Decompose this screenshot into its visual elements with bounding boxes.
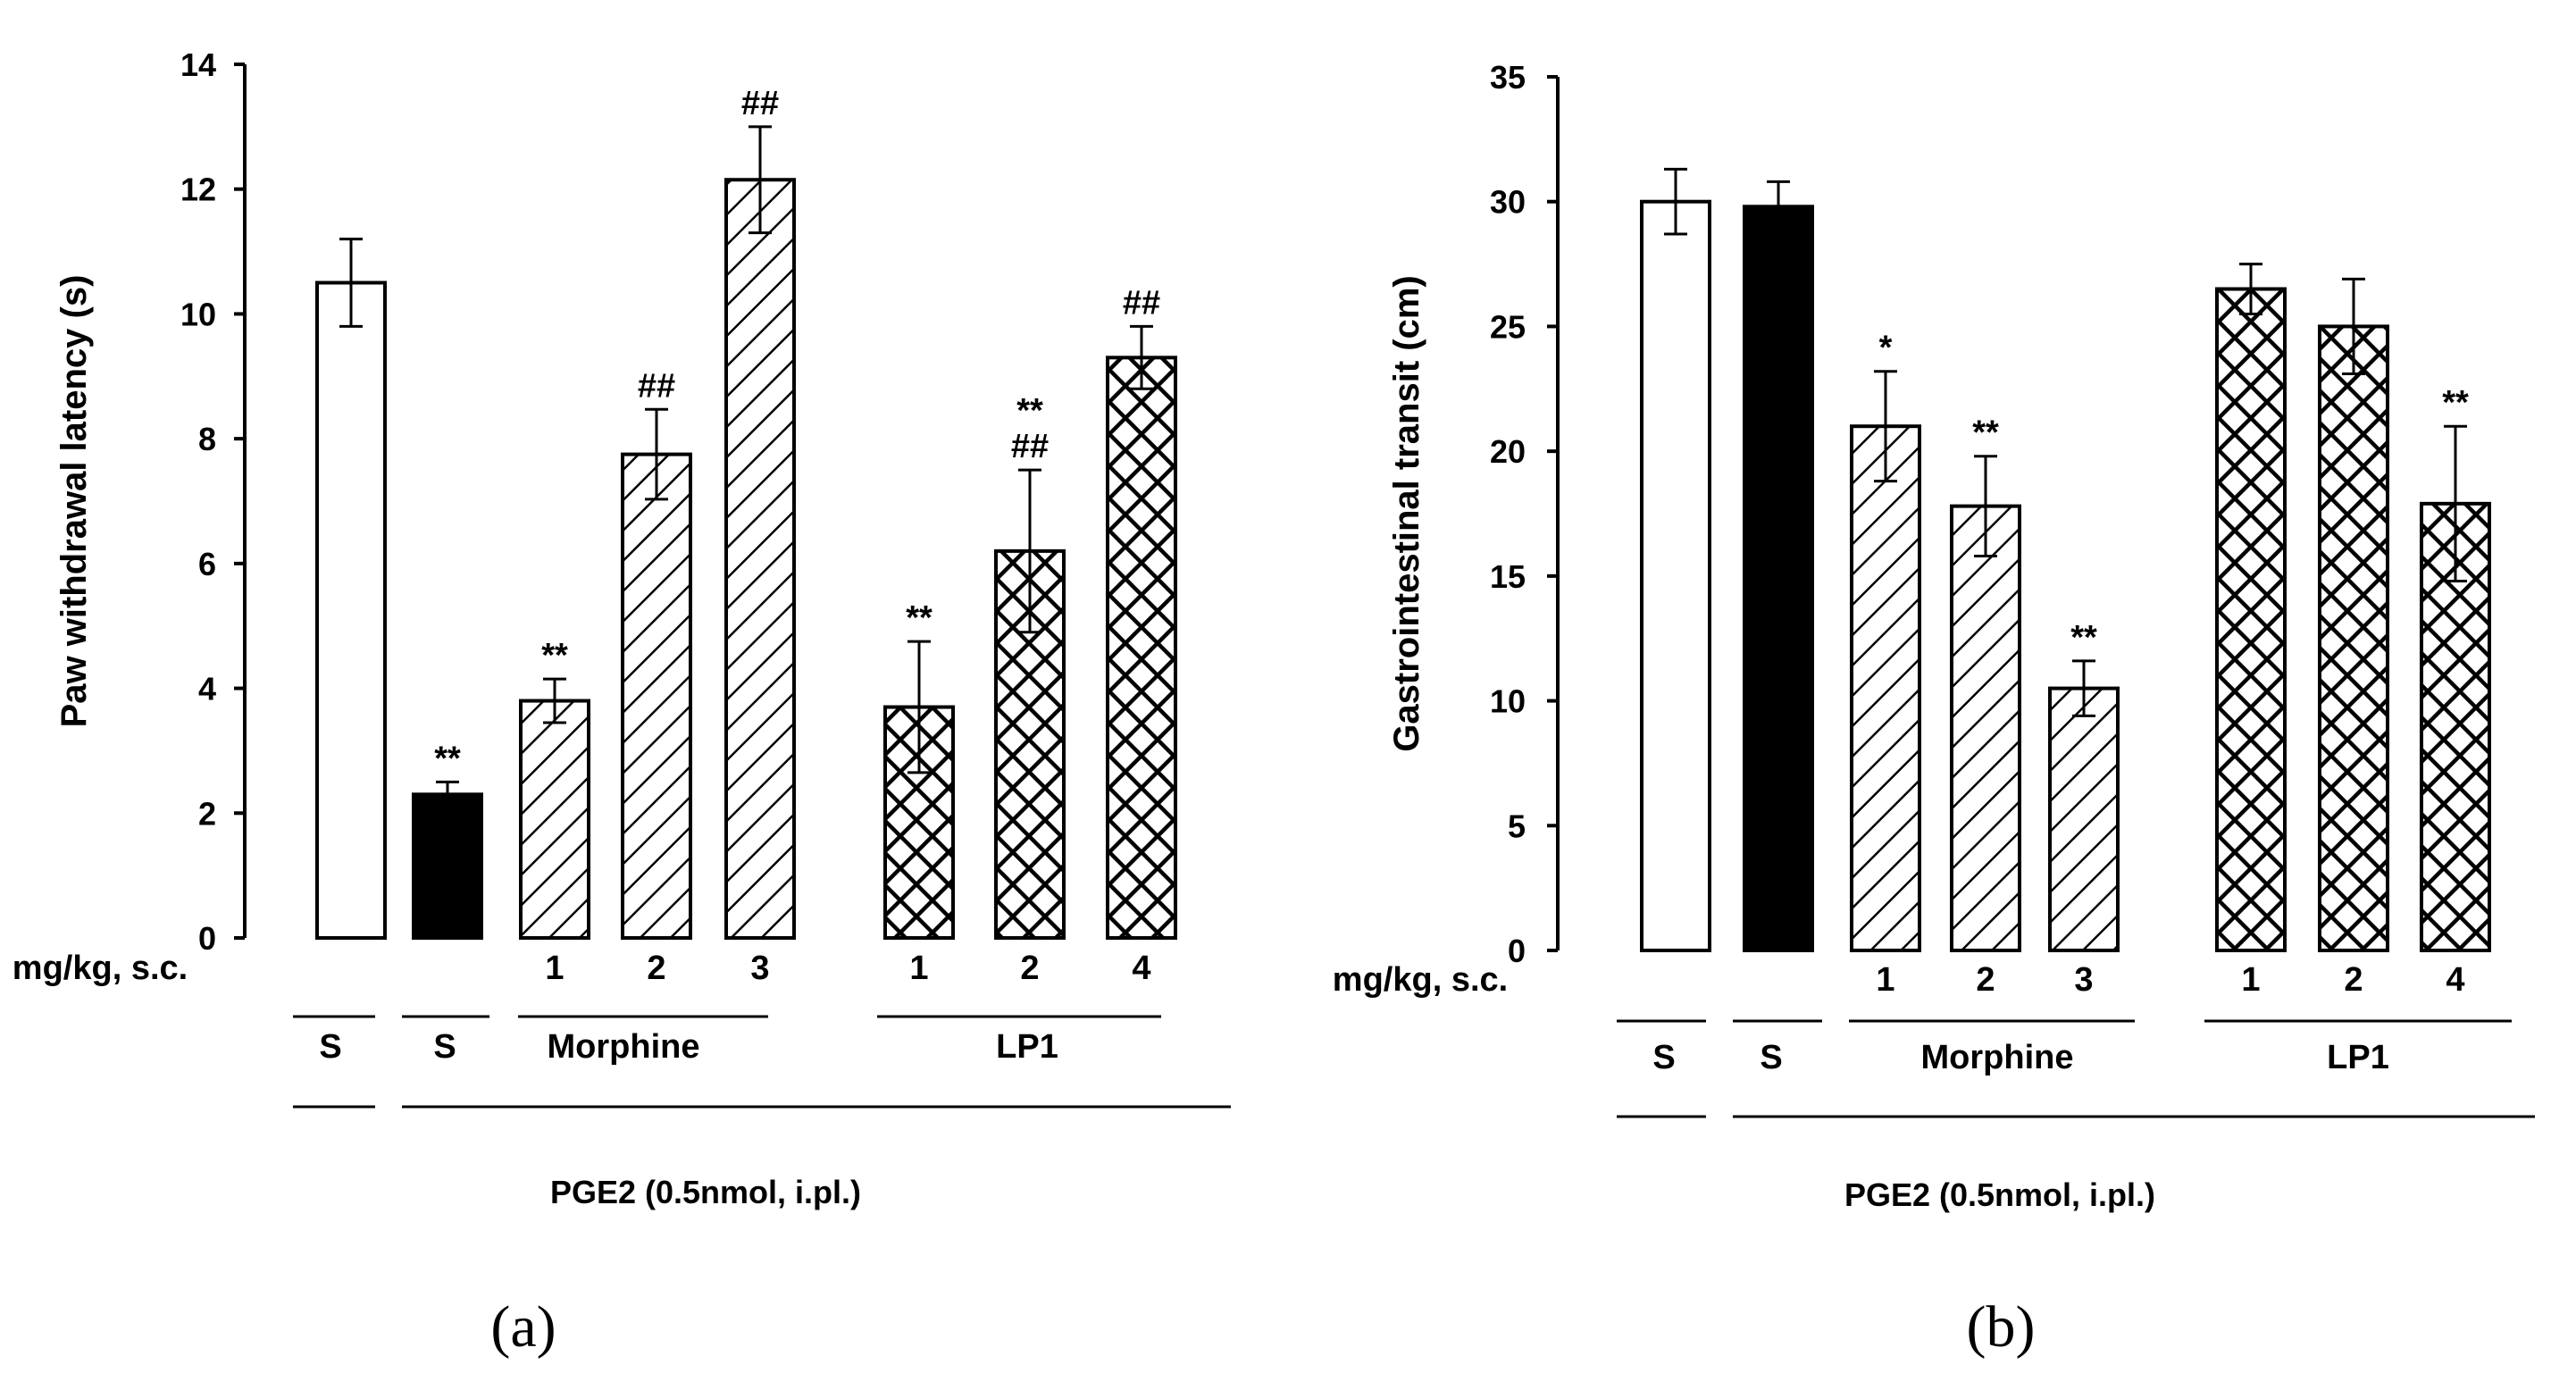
bar <box>621 452 692 941</box>
group-label: S <box>433 1028 456 1066</box>
group-label: Morphine <box>1921 1039 2074 1076</box>
bar <box>1106 356 1177 941</box>
significance-marker: ** <box>1972 414 1999 452</box>
bar <box>519 699 590 940</box>
bar <box>315 280 387 940</box>
bar <box>1850 424 1921 952</box>
significance-marker: * <box>1879 330 1893 367</box>
dose-tick-label: 1 <box>909 950 928 987</box>
significance-marker: ** <box>1016 392 1043 430</box>
dose-tick-label: 4 <box>2446 961 2464 999</box>
significance-marker: ## <box>1011 428 1049 465</box>
dose-tick-label: 1 <box>2241 961 2260 999</box>
chart-panel-b: 0 5 10 15 20 25 30 35 Gastrointestinal transit (… <box>1333 59 2535 1360</box>
dose-tick-label: 3 <box>2074 961 2093 999</box>
bar <box>2215 287 2287 952</box>
dose-tick-label: 2 <box>1020 950 1039 987</box>
y-tick-label: 30 <box>1490 184 1526 221</box>
significance-marker: ## <box>741 85 779 122</box>
bar <box>1640 199 1711 952</box>
significance-marker: ** <box>434 740 461 777</box>
y-tick-label: 8 <box>198 421 216 457</box>
significance-marker: ** <box>906 599 933 637</box>
dose-tick-label: 2 <box>647 950 665 987</box>
y-tick-label: 2 <box>198 795 216 832</box>
y-tick-label: 20 <box>1490 433 1526 470</box>
significance-marker: ** <box>2070 619 2097 657</box>
group-label: S <box>1760 1039 1782 1076</box>
dose-tick-label: 1 <box>545 950 564 987</box>
panel-label: (b) <box>1967 1294 2036 1360</box>
dose-tick-label: 2 <box>2344 961 2363 999</box>
dose-tick-label: 2 <box>1976 961 1995 999</box>
bar <box>1743 205 1814 952</box>
dose-axis-label: mg/kg, s.c. <box>1333 961 1508 999</box>
group-label: S <box>1652 1039 1675 1076</box>
y-tick-label: 0 <box>1508 933 1526 969</box>
y-tick-label: 35 <box>1490 59 1526 96</box>
group-label: LP1 <box>996 1028 1058 1066</box>
dose-axis-label: mg/kg, s.c. <box>13 950 188 987</box>
y-tick-label: 14 <box>180 46 216 83</box>
bar <box>1950 504 2021 952</box>
group-label: S <box>319 1028 341 1066</box>
bar <box>2048 686 2120 952</box>
dose-tick-label: 4 <box>1132 950 1150 987</box>
bar <box>412 792 483 940</box>
y-tick-label: 12 <box>180 172 216 208</box>
dose-tick-label: 1 <box>1876 961 1894 999</box>
y-tick-label: 15 <box>1490 558 1526 595</box>
significance-marker: ## <box>1123 284 1160 322</box>
group-label: LP1 <box>2327 1039 2389 1076</box>
y-tick-label: 5 <box>1508 808 1526 844</box>
y-axis-title: Paw withdrawal latency (s) <box>54 275 94 728</box>
y-tick-label: 0 <box>198 920 216 957</box>
panel-label: (a) <box>490 1294 556 1360</box>
dose-tick-label: 3 <box>750 950 769 987</box>
significance-marker: ** <box>2442 384 2469 422</box>
bar <box>2318 324 2389 952</box>
y-axis-title: Gastrointestinal transit (cm) <box>1387 275 1426 751</box>
significance-marker: ** <box>541 637 568 674</box>
y-tick-label: 25 <box>1490 308 1526 345</box>
y-tick-label: 4 <box>198 671 216 707</box>
y-tick-label: 10 <box>1490 683 1526 720</box>
y-tick-label: 10 <box>180 296 216 332</box>
treatment-label: PGE2 (0.5nmol, i.pl.) <box>550 1174 861 1210</box>
significance-marker: ## <box>638 367 675 405</box>
bar <box>724 178 796 940</box>
group-label: Morphine <box>548 1028 700 1066</box>
treatment-label: PGE2 (0.5nmol, i.pl.) <box>1844 1176 2155 1213</box>
y-tick-label: 6 <box>198 546 216 582</box>
